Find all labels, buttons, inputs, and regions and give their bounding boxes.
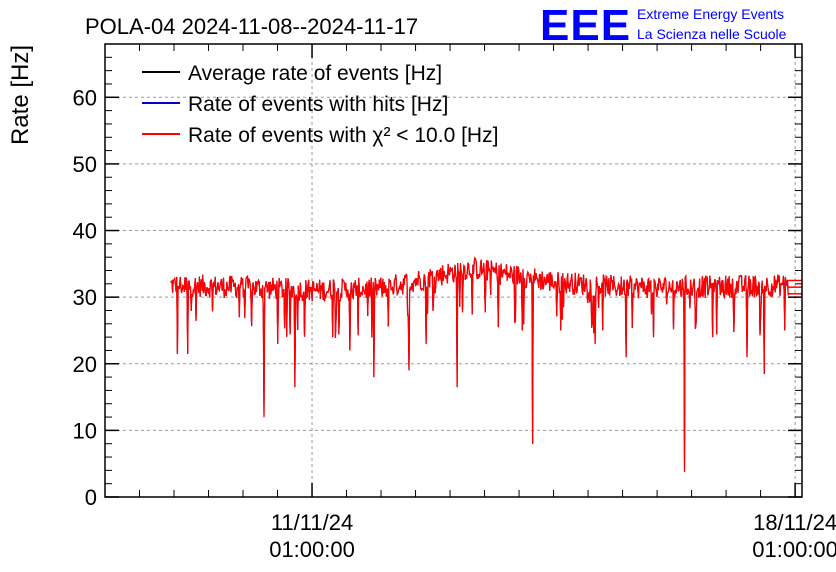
axes: 010203040506011/11/2401:00:0018/11/2401:…	[73, 43, 836, 562]
y-tick-label: 30	[73, 285, 97, 310]
legend-label-average: Average rate of events [Hz]	[188, 62, 442, 85]
y-tick-label: 0	[85, 485, 97, 510]
y-tick-label: 10	[73, 418, 97, 443]
y-tick-label: 60	[73, 85, 97, 110]
legend-entry-average: Average rate of events [Hz]	[142, 62, 442, 85]
chart-title: POLA-04 2024-11-08--2024-11-17	[85, 14, 418, 39]
legend-label-hits: Rate of events with hits [Hz]	[188, 93, 448, 116]
legend-label-chi2: Rate of events with χ² < 10.0 [Hz]	[188, 124, 498, 147]
legend: Average rate of events [Hz] Rate of even…	[142, 62, 498, 147]
grid-lines	[105, 44, 802, 497]
legend-entry-chi2: Rate of events with χ² < 10.0 [Hz]	[142, 124, 498, 147]
y-tick-label: 50	[73, 152, 97, 177]
y-tick-label: 20	[73, 352, 97, 377]
x-tick-label-date: 11/11/24	[271, 510, 353, 535]
y-tick-label: 40	[73, 219, 97, 244]
x-tick-label-time: 01:00:00	[269, 537, 355, 562]
data-series	[170, 256, 802, 472]
x-tick-label-date: 18/11/24	[753, 510, 836, 535]
legend-entry-hits: Rate of events with hits [Hz]	[142, 93, 448, 116]
eee-logo: EEE Extreme Energy Events La Scienza nel…	[540, 1, 787, 50]
logo-mark: EEE	[540, 1, 631, 50]
logo-line2: La Scienza nelle Scuole	[637, 26, 787, 42]
logo-line1: Extreme Energy Events	[637, 6, 784, 22]
series-line-chi2	[170, 256, 789, 472]
x-tick-label-time: 01:00:00	[752, 537, 836, 562]
y-axis-label: Rate [Hz]	[7, 45, 34, 145]
